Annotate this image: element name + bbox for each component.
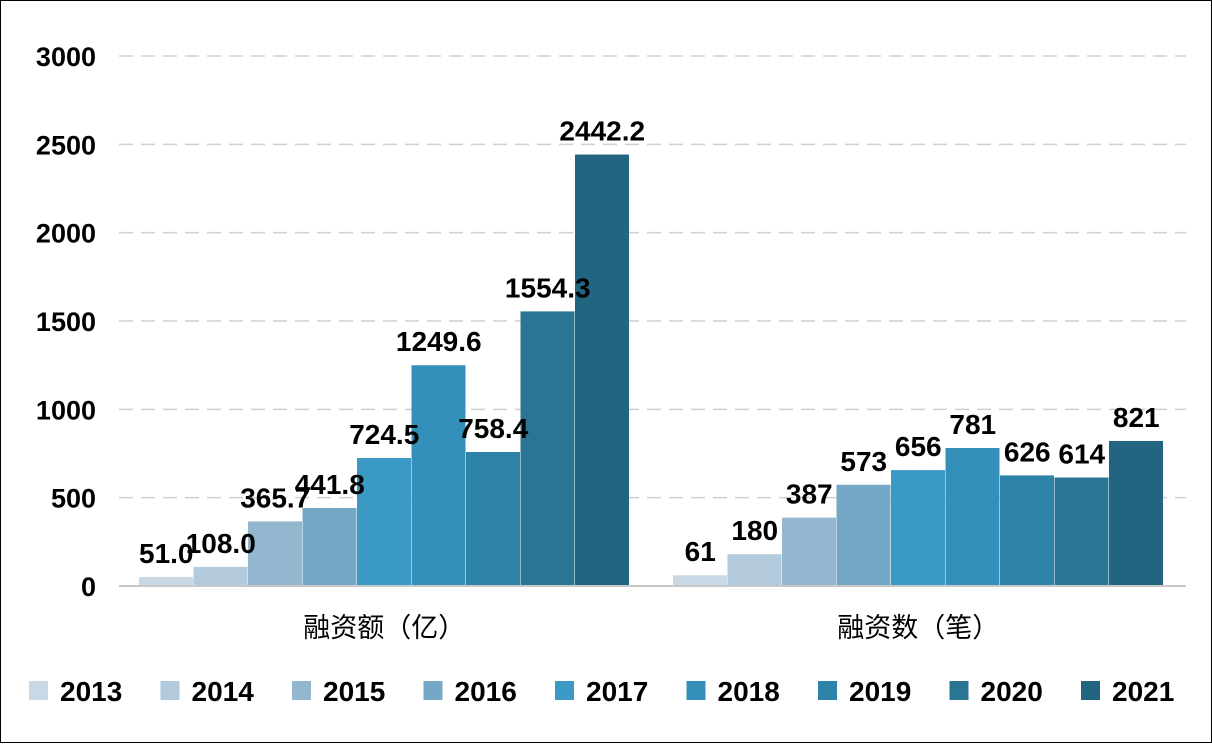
bar-2020-0 [520,311,575,586]
data-label-2021-0: 2442.2 [559,116,645,147]
legend-swatch-2015 [292,681,311,700]
legend-label-2019: 2019 [849,676,911,707]
legend-swatch-2021 [1081,681,1100,700]
data-label-2020-0: 1554.3 [505,272,591,303]
legend-label-2016: 2016 [455,676,517,707]
bar-2014-0 [193,566,248,586]
data-label-2017-0: 724.5 [349,419,419,450]
bar-2019-1 [1000,475,1054,586]
gridlines [119,55,1186,499]
legend-swatch-2018 [686,681,706,700]
y-tick-label: 0 [81,572,96,602]
data-label-2018-0: 1249.6 [396,326,482,357]
data-label-2020-1: 614 [1058,439,1105,470]
data-label-2017-1: 656 [895,431,942,462]
y-axis: 0 500 1000 1500 2000 2500 3000 [36,42,96,602]
data-label-2019-1: 626 [1004,436,1051,467]
y-tick-label: 1500 [36,307,96,337]
legend-label-2015: 2015 [323,676,385,707]
legend-swatch-2014 [160,681,180,700]
bar-2019-0 [466,452,520,586]
x-category-label: 融资数（笔） [837,613,999,644]
bar-2016-0 [302,507,357,586]
y-tick-label: 2500 [36,130,96,160]
data-label-2018-1: 781 [949,409,996,440]
data-label-2016-0: 441.8 [295,469,365,500]
y-tick-label: 2000 [36,219,96,249]
legend-swatch-2016 [423,681,443,700]
legend-swatch-2019 [818,681,837,700]
bar-2017-1 [891,470,945,586]
bar-2014-1 [727,554,782,586]
data-label-2019-0: 758.4 [458,413,528,444]
x-axis: 融资额（亿） 融资数（笔） [119,585,1186,644]
data-label-2015-0: 365.7 [240,482,310,513]
bar-2021-1 [1109,440,1163,586]
data-label-2021-1: 821 [1113,402,1160,433]
y-tick-label: 500 [51,484,96,514]
bar-2013-1 [673,575,727,586]
legend-swatch-2013 [29,681,48,700]
bar-2013-0 [139,576,193,586]
legend-label-2014: 2014 [192,676,255,707]
data-label-2013-0: 51.0 [139,538,194,569]
bar-2018-1 [945,448,1000,586]
legend-label-2013: 2013 [60,676,122,707]
x-category-label: 融资额（亿） [303,613,465,644]
legend: 2013 2014 2015 2016 2017 2018 2019 2020 2021 [29,676,1174,707]
data-label-2013-1: 61 [685,536,716,567]
y-tick-label: 3000 [36,42,96,72]
bar-2018-0 [411,365,466,586]
legend-label-2020: 2020 [981,676,1043,707]
legend-label-2018: 2018 [718,676,780,707]
bar-2016-1 [836,484,891,586]
data-label-2015-1: 387 [786,479,833,510]
legend-label-2017: 2017 [586,676,648,707]
y-tick-label: 1000 [36,395,96,425]
legend-swatch-2020 [949,681,969,700]
legend-swatch-2017 [555,681,574,700]
bar-2017-0 [357,458,411,586]
bar-2015-1 [782,517,836,586]
bar-2020-1 [1054,477,1109,586]
legend-label-2021: 2021 [1112,676,1174,707]
data-label-2014-0: 108.0 [186,528,256,559]
bar-2015-0 [248,521,302,586]
bar-2021-0 [575,154,629,586]
data-label-2016-1: 573 [840,446,887,477]
bars [139,154,1163,586]
data-label-2014-1: 180 [731,515,778,546]
